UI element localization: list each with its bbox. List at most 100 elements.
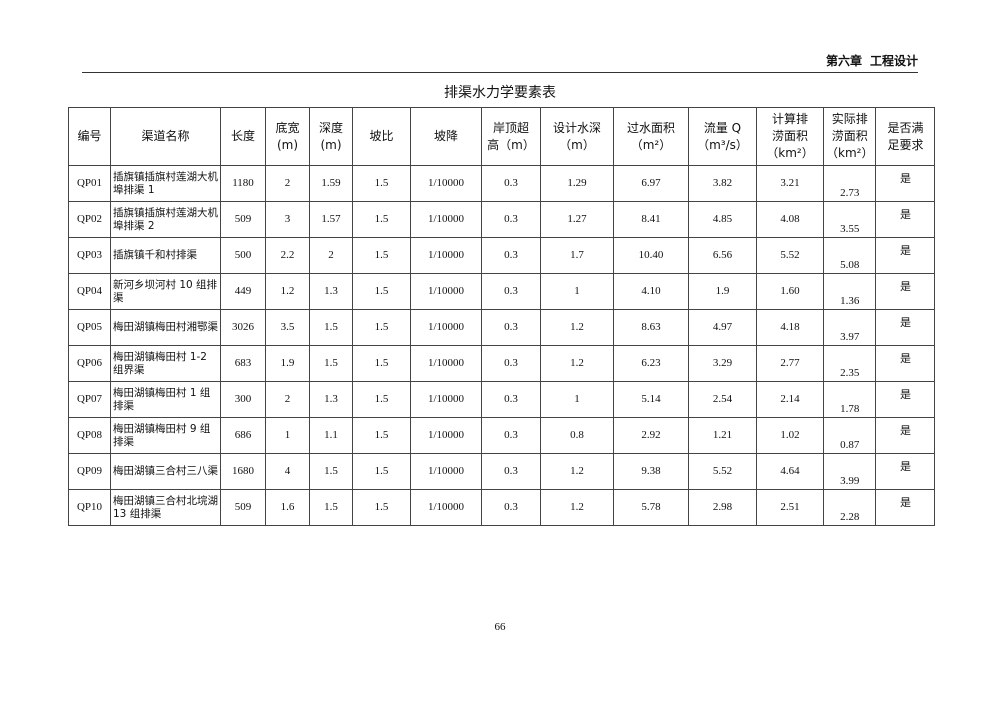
table-row: QP08 梅田湖镇梅田村 9 组排渠 686 1 1.1 1.5 1/10000 0.3 0.8… [68,417,936,454]
table-cell: 5.08 [822,237,877,274]
table-cell: 0.3 [481,489,541,526]
table-cell: QP01 [68,165,111,202]
column-header: 坡降 [410,107,482,166]
table-cell: 是 [875,381,936,418]
table-row: QP10 梅田湖镇三合村北垸湖 13 组排渠 509 1.6 1.5 1.5 1/10000… [68,489,936,526]
table-cell: 1.5 [309,489,353,526]
column-header: 渠道名称 [110,107,221,166]
table-cell: 梅田湖镇梅田村 1 组排渠 [110,381,221,418]
column-header: 实际排 涝面积 （km²） [822,107,877,166]
table-cell: 梅田湖镇三合村三八渠 [110,453,221,490]
table-cell: QP08 [68,417,111,454]
table-cell: 509 [220,489,266,526]
table-cell: 6.56 [688,237,757,274]
table-cell: 5.78 [613,489,689,526]
table-cell: 是 [875,201,936,238]
table-row: QP09 梅田湖镇三合村三八渠 1680 4 1.5 1.5 1/10000 0.3 1.2 9.… [68,453,936,490]
table-row: QP05 梅田湖镇梅田村湘鄂渠 3026 3.5 1.5 1.5 1/10000 0.3 1.2… [68,309,936,346]
table-cell: 5.14 [613,381,689,418]
table-cell: 1.2 [540,345,614,382]
table-row: QP03 插旗镇千和村排渠 500 2.2 2 1.5 1/10000 0.3 1.7 10.40… [68,237,936,274]
table-cell: 新河乡坝河村 10 组排渠 [110,273,221,310]
column-header: 岸顶超 高（m） [481,107,541,166]
page-number: 66 [494,621,506,633]
column-header: 编号 [68,107,111,166]
table-row: QP06 梅田湖镇梅田村 1-2 组界渠 683 1.9 1.5 1.5 1/10000 0.… [68,345,936,382]
column-header: 计算排 涝面积 （km²） [756,107,824,166]
table-cell: 0.3 [481,309,541,346]
table-cell: 是 [875,273,936,310]
table-cell: 6.97 [613,165,689,202]
table-cell: 3.5 [265,309,310,346]
table-cell: 1/10000 [410,201,482,238]
chapter-label: 第六章 [825,54,862,68]
table-cell: 1.02 [756,417,824,454]
table-cell: 0.3 [481,237,541,274]
table-cell: 1.2 [540,309,614,346]
table-cell: 1680 [220,453,266,490]
table-cell: 1.6 [265,489,310,526]
table-cell: 449 [220,273,266,310]
table-cell: 是 [875,453,936,490]
table-cell: 2.14 [756,381,824,418]
table-cell: 1/10000 [410,273,482,310]
table-cell: 1.5 [309,309,353,346]
table-row: QP02 插旗镇插旗村莲湖大机埠排渠 2 509 3 1.57 1.5 1/10000 0.3… [68,201,936,238]
table-cell: 插旗镇插旗村莲湖大机埠排渠 1 [110,165,221,202]
table-cell: 是 [875,417,936,454]
table-cell: 梅田湖镇梅田村 9 组排渠 [110,417,221,454]
table-cell: 3.99 [822,453,877,490]
table-cell: 10.40 [613,237,689,274]
table-cell: 1.1 [309,417,353,454]
table-cell: 2.92 [613,417,689,454]
table-cell: 0.3 [481,345,541,382]
table-cell: 梅田湖镇梅田村湘鄂渠 [110,309,221,346]
page-header: 第六章 工程设计 [82,52,918,73]
column-header: 流量 Q （m³/s） [688,107,757,166]
table-cell: 2.77 [756,345,824,382]
table-cell: 1.57 [309,201,353,238]
table-title: 排渠水力学要素表 [444,85,556,101]
table-cell: 5.52 [756,237,824,274]
table-cell: 9.38 [613,453,689,490]
table-cell: QP05 [68,309,111,346]
section-label: 工程设计 [869,54,918,68]
table-cell: 是 [875,237,936,274]
table-cell: 3026 [220,309,266,346]
table-cell: 2.35 [822,345,877,382]
table-cell: 3.82 [688,165,757,202]
table-cell: 1 [265,417,310,454]
table-cell: 1.5 [352,201,411,238]
column-header: 深度 (m) [309,107,353,166]
table-cell: QP07 [68,381,111,418]
table-row: QP04 新河乡坝河村 10 组排渠 449 1.2 1.3 1.5 1/10000 0.3 1… [68,273,936,310]
table-cell: 1 [540,381,614,418]
table-cell: 2.54 [688,381,757,418]
table-cell: 1/10000 [410,489,482,526]
table-cell: 500 [220,237,266,274]
table-cell: 4.10 [613,273,689,310]
table-cell: 0.3 [481,417,541,454]
column-header: 坡比 [352,107,411,166]
table-cell: 5.52 [688,453,757,490]
table-cell: QP02 [68,201,111,238]
table-cell: 3.21 [756,165,824,202]
table-cell: 1.5 [352,165,411,202]
table-cell: 2 [265,381,310,418]
table-cell: 梅田湖镇三合村北垸湖 13 组排渠 [110,489,221,526]
table-cell: 插旗镇插旗村莲湖大机埠排渠 2 [110,201,221,238]
table-cell: 2 [309,237,353,274]
table-cell: 509 [220,201,266,238]
table-cell: 1.5 [352,309,411,346]
table-cell: 1.60 [756,273,824,310]
table-cell: 0.3 [481,165,541,202]
table-cell: 1.3 [309,273,353,310]
table-cell: 1.59 [309,165,353,202]
table-cell: 686 [220,417,266,454]
table-cell: 4.85 [688,201,757,238]
table-cell: 1.5 [352,237,411,274]
header-row: 编号 渠道名称 长度 底宽 (m) 深度 (m) 坡比 坡降 岸顶超 高（m） 设计水深 （m）… [68,107,936,166]
table-cell: 2.28 [822,489,877,526]
table-cell: 1.5 [352,273,411,310]
table-cell: 0.3 [481,273,541,310]
